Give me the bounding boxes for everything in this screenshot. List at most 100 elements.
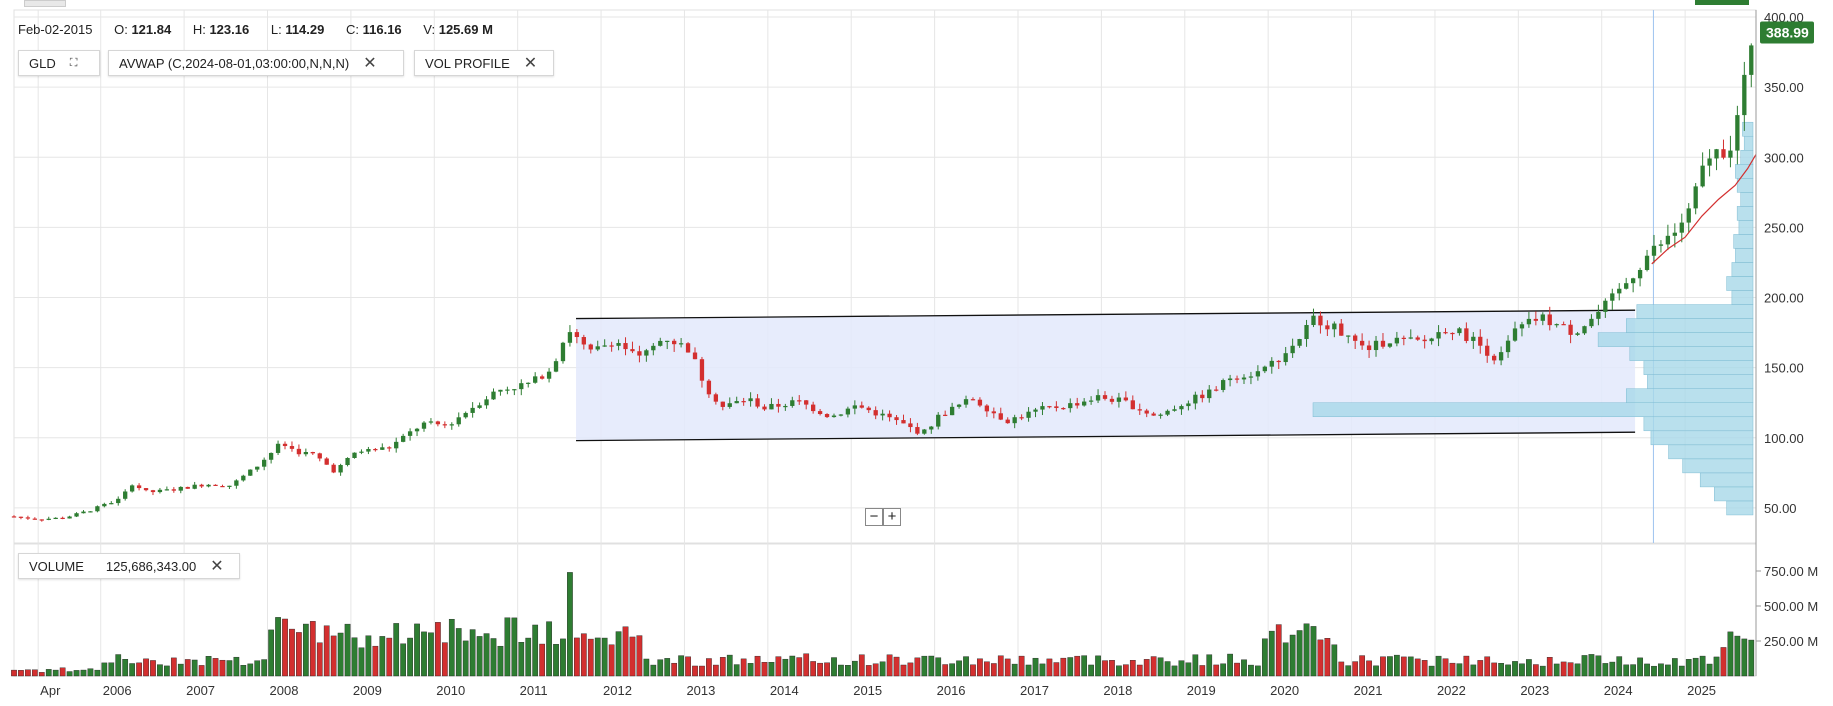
y-tick-label: 300.00	[1764, 150, 1804, 165]
volume-bar	[448, 618, 455, 677]
candle-body	[713, 394, 719, 402]
volume-bar	[1435, 655, 1442, 677]
candle-body	[810, 404, 816, 412]
volume-bar	[323, 625, 330, 677]
volume-bar	[1032, 657, 1039, 677]
candle-body	[1207, 389, 1212, 399]
candle-body	[282, 443, 288, 447]
candle-body	[956, 404, 962, 407]
candle-body	[234, 480, 239, 486]
candle-body	[1492, 355, 1497, 361]
candle-body	[1693, 186, 1698, 209]
expand-icon[interactable]: ⛶	[69, 56, 78, 69]
volume-tick-label: 250.00 M	[1764, 634, 1818, 649]
volume-bar	[247, 663, 254, 677]
volume-profile-bar	[1735, 248, 1754, 263]
candle-body	[1387, 343, 1393, 347]
volume-bar	[1748, 639, 1755, 677]
volume-bar	[1324, 638, 1331, 677]
candle-body	[1144, 410, 1149, 414]
vol-profile-close-icon[interactable]: ✕	[523, 55, 538, 72]
candle-body	[317, 453, 322, 459]
zoom-out-button[interactable]: −	[865, 508, 883, 526]
zoom-in-button[interactable]: +	[883, 508, 901, 526]
volume-bar	[441, 642, 448, 677]
volume-bar	[900, 664, 907, 677]
volume-bar	[831, 657, 837, 677]
volume-bar	[1727, 631, 1734, 677]
candle-body	[824, 414, 830, 418]
candle-body	[1429, 338, 1434, 342]
volume-bar	[73, 670, 80, 677]
candle-body	[630, 349, 635, 352]
volume-bar	[1421, 660, 1428, 677]
candle-body	[1561, 324, 1566, 326]
candle-body	[1610, 293, 1615, 301]
volume-bar	[1157, 657, 1164, 677]
volume-bar	[1081, 655, 1088, 677]
candle-body	[512, 389, 517, 391]
volume-bar	[1400, 656, 1407, 677]
candle-body	[769, 403, 774, 410]
candle-body	[1276, 360, 1281, 363]
volume-bar	[1602, 663, 1609, 677]
ohlc-close: 116.16	[362, 22, 402, 37]
x-tick-label: 2010	[436, 683, 465, 698]
candle-body	[1095, 395, 1101, 401]
avwap-chip[interactable]: AVWAP (C,2024-08-01,03:00:00,N,N,N) ✕	[108, 50, 404, 76]
volume-chip[interactable]: VOLUME 125,686,343.00 ✕	[18, 553, 240, 579]
channel-fill	[576, 310, 1636, 441]
volume-profile-bar	[1668, 444, 1754, 460]
volume-bar	[219, 659, 226, 677]
volume-bar	[365, 635, 372, 677]
volume-tick-label: 750.00 M	[1764, 564, 1818, 579]
candle-body	[588, 344, 593, 350]
x-tick-label: 2006	[103, 683, 132, 698]
volume-bar	[1532, 664, 1539, 677]
ohlc-volume: 125.69 M	[438, 22, 493, 37]
candle-body	[1082, 401, 1087, 406]
volume-bar	[1505, 664, 1511, 677]
candle-body	[546, 371, 552, 379]
candle-body	[533, 376, 538, 383]
volume-bar	[1116, 665, 1122, 677]
volume-profile-bar	[1714, 486, 1754, 502]
volume-bar	[893, 656, 900, 677]
volume-bar	[789, 655, 796, 677]
volume-bar	[1539, 665, 1546, 677]
volume-bar	[754, 655, 761, 677]
candle-body	[1450, 332, 1455, 335]
volume-bar	[303, 623, 309, 677]
candle-body	[60, 517, 65, 520]
candle-body	[1735, 115, 1740, 151]
volume-close-icon[interactable]: ✕	[210, 558, 224, 575]
candle-body	[866, 407, 871, 411]
candle-body	[1686, 208, 1691, 223]
candle-body	[1359, 340, 1365, 346]
candle-body	[720, 401, 725, 407]
volume-bar	[692, 665, 698, 677]
avwap-close-icon[interactable]: ✕	[363, 55, 377, 72]
volume-bar	[719, 657, 726, 677]
volume-bar	[685, 656, 691, 677]
x-tick-label: 2025	[1687, 683, 1716, 698]
ohlc-readout: Feb-02-2015 O: 121.84 H: 123.16 L: 114.2…	[18, 22, 493, 37]
candle-body	[1519, 324, 1525, 329]
volume-bar	[87, 668, 94, 677]
volume-bar	[1261, 638, 1268, 677]
vol-profile-chip[interactable]: VOL PROFILE ✕	[414, 50, 554, 76]
candle-body	[1485, 345, 1490, 356]
volume-bar	[1025, 664, 1032, 677]
x-tick-label: 2012	[603, 683, 632, 698]
candle-body	[1380, 340, 1386, 347]
volume-bar	[1734, 635, 1741, 677]
x-tick-label: 2020	[1270, 683, 1299, 698]
candle-body	[1617, 288, 1622, 294]
candle-body	[845, 408, 851, 415]
volume-bar	[282, 618, 288, 677]
symbol-chip[interactable]: GLD ⛶	[18, 50, 100, 76]
candle-body	[1172, 409, 1177, 411]
candle-body	[581, 337, 586, 345]
candle-body	[1373, 340, 1379, 351]
